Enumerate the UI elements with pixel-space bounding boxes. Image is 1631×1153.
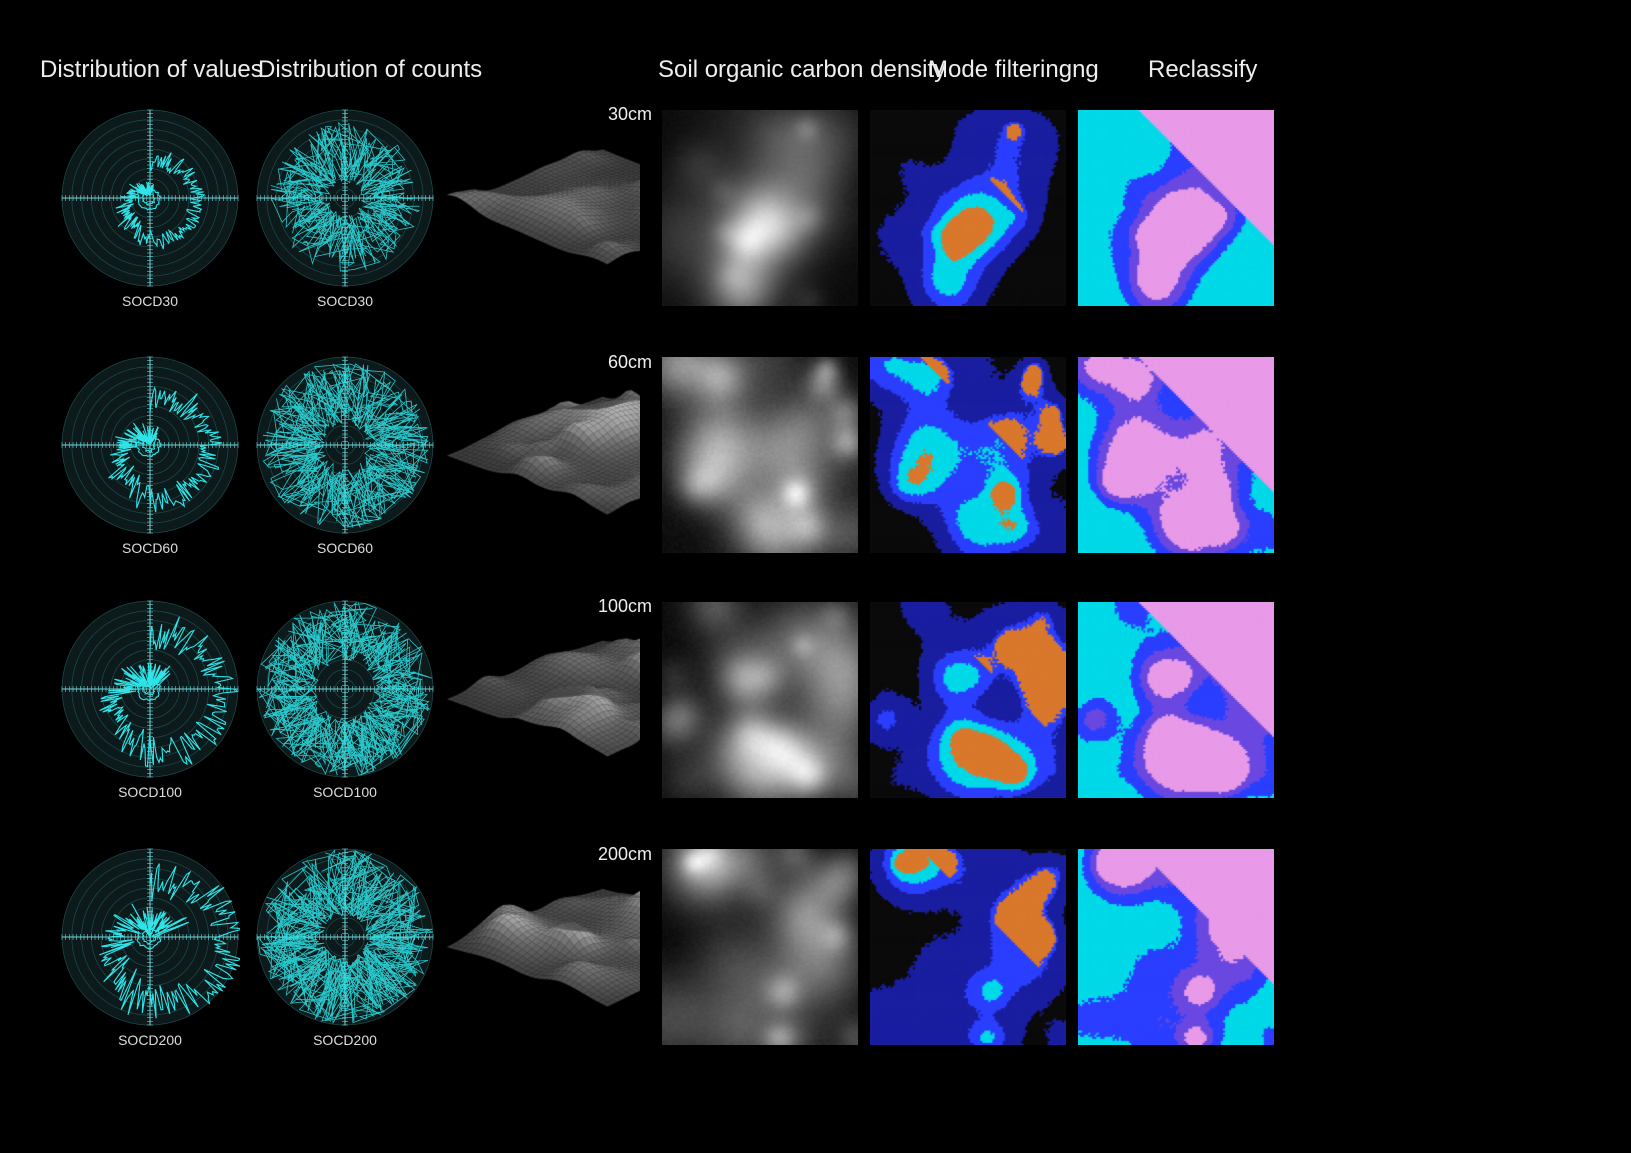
polar-caption: SOCD60	[60, 540, 240, 556]
header-col4: Mode filteringng	[928, 56, 1099, 84]
polar-caption: SOCD60	[255, 540, 435, 556]
header-col5: Reclassify	[1148, 56, 1257, 84]
reclassify-map	[1078, 849, 1274, 1045]
surface-plot	[430, 843, 640, 1033]
reclassify-map	[1078, 110, 1274, 306]
polar-caption: SOCD30	[255, 293, 435, 309]
polar-caption: SOCD200	[255, 1032, 435, 1048]
socd-map-gray	[662, 110, 858, 306]
polar-counts	[255, 599, 435, 779]
polar-values	[60, 108, 240, 288]
socd-map-gray	[662, 357, 858, 553]
surface-plot	[430, 595, 640, 785]
polar-counts	[255, 847, 435, 1027]
polar-caption: SOCD100	[255, 784, 435, 800]
polar-caption: SOCD100	[60, 784, 240, 800]
header-col2: Distribution of counts	[258, 56, 482, 84]
reclassify-map	[1078, 602, 1274, 798]
socd-map-gray	[662, 849, 858, 1045]
mode-filter-map	[870, 849, 1066, 1045]
header-col1: Distribution of values	[40, 56, 263, 84]
mode-filter-map	[870, 357, 1066, 553]
polar-values	[60, 847, 240, 1027]
reclassify-map	[1078, 357, 1274, 553]
header-col3: Soil organic carbon density	[658, 56, 946, 84]
polar-caption: SOCD30	[60, 293, 240, 309]
polar-counts	[255, 108, 435, 288]
polar-values	[60, 355, 240, 535]
polar-caption: SOCD200	[60, 1032, 240, 1048]
figure-root: Distribution of values Distribution of c…	[0, 0, 1631, 1153]
surface-plot	[430, 351, 640, 541]
surface-plot	[430, 104, 640, 294]
polar-counts	[255, 355, 435, 535]
socd-map-gray	[662, 602, 858, 798]
mode-filter-map	[870, 602, 1066, 798]
polar-values	[60, 599, 240, 779]
mode-filter-map	[870, 110, 1066, 306]
